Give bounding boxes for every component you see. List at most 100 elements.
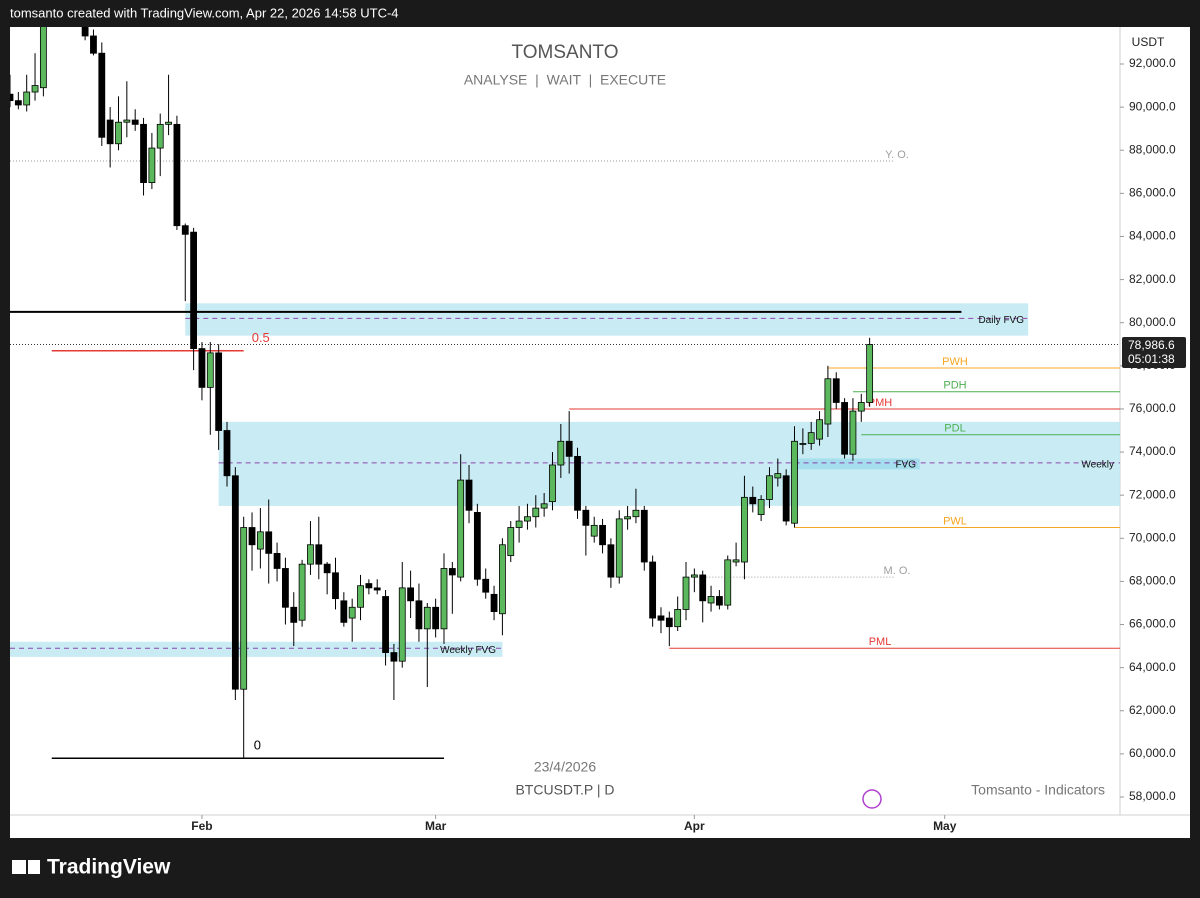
candle-body — [857, 402, 865, 412]
candle-body — [774, 473, 782, 479]
candle-body — [766, 475, 773, 500]
candle-body — [173, 123, 181, 227]
candle-body — [457, 479, 465, 578]
candle-body — [206, 352, 214, 388]
candle-body — [90, 35, 97, 54]
candle-body — [81, 27, 89, 37]
candle-body — [757, 499, 765, 515]
candle-body — [849, 410, 857, 455]
candle-body — [657, 615, 665, 621]
fib-label: 0 — [254, 738, 261, 753]
currency: USDT — [1132, 35, 1165, 49]
candle-body — [315, 544, 323, 565]
candle-body — [382, 596, 389, 653]
last-price: 78,986.6 — [1128, 338, 1175, 352]
candle-body — [215, 352, 223, 431]
y-tick-label: 62,000.0 — [1129, 703, 1176, 717]
candle-body — [348, 606, 356, 619]
indicator-icon[interactable] — [862, 789, 882, 809]
zone — [10, 641, 503, 657]
candle-body — [98, 52, 106, 138]
candle-body — [240, 527, 248, 690]
level-label: M. O. — [884, 565, 911, 577]
candle-body — [148, 147, 156, 183]
candle-body — [465, 479, 473, 511]
candle-body — [499, 544, 506, 615]
brand-logo — [12, 860, 40, 874]
y-tick-label: 90,000.0 — [1129, 99, 1176, 113]
candle-body — [741, 496, 748, 563]
candle-body — [824, 378, 832, 425]
candle-body — [198, 348, 206, 388]
axes: 58,000.0 60,000.0 62,000.0 64,000.0 66,000.0… — [191, 56, 1176, 833]
y-tick-label: 66,000.0 — [1129, 617, 1176, 631]
candle-body — [590, 524, 598, 537]
zone-label: Weekly — [1081, 459, 1114, 470]
candle-body — [407, 587, 415, 602]
zone-label: Daily FVG — [978, 315, 1024, 326]
candle-body — [807, 432, 815, 444]
y-tick-label: 88,000.0 — [1129, 142, 1176, 156]
zone — [794, 458, 920, 470]
candle-body — [690, 574, 698, 578]
x-tick-label: May — [933, 819, 957, 833]
candle-body — [515, 520, 523, 528]
candle-body — [290, 606, 298, 623]
candle-body — [106, 119, 114, 145]
candle-body — [724, 559, 732, 606]
candle-body — [624, 516, 631, 520]
candle-body — [140, 123, 147, 183]
candle-body — [607, 544, 615, 578]
plot: Daily FVG Weekly FVG Weekly FVG Y. O. PWH PDH P… — [10, 27, 1120, 759]
candle-body — [699, 574, 707, 602]
candle-body — [599, 524, 606, 546]
candle-body — [10, 93, 14, 102]
y-tick-label: 76,000.0 — [1129, 401, 1176, 415]
candle-body — [423, 606, 431, 630]
candle-body — [565, 440, 573, 457]
level-label: PDL — [944, 423, 965, 435]
candle-body — [223, 430, 231, 477]
candle-body — [665, 617, 673, 628]
level-label: PWL — [943, 515, 967, 527]
candle-body — [190, 231, 198, 349]
level-label: Y. O. — [885, 149, 909, 161]
zone — [185, 303, 1029, 336]
last-price-box — [1122, 337, 1186, 368]
candle-body — [440, 568, 448, 630]
candle-body — [415, 600, 423, 630]
candle-body — [507, 527, 515, 556]
candle-body — [482, 578, 490, 593]
candle-body — [524, 516, 531, 522]
candle-body — [323, 563, 331, 574]
candle-body — [632, 509, 640, 518]
candle-body — [490, 593, 498, 612]
candle-body — [365, 583, 373, 589]
header: tomsanto created with TradingView.com, A… — [10, 5, 399, 20]
y-tick-label: 72,000.0 — [1129, 487, 1176, 501]
candle-body — [390, 652, 398, 662]
candle-body — [832, 378, 840, 403]
symbol: BTCUSDT.P | D — [515, 782, 614, 798]
candle-body — [816, 419, 823, 440]
level-label: PMH — [868, 397, 893, 409]
indicator-name: Tomsanto - Indicators — [971, 782, 1105, 798]
x-tick-label: Mar — [425, 819, 447, 833]
y-tick-label: 58,000.0 — [1129, 789, 1176, 803]
candle-body — [674, 609, 682, 628]
candle-body — [332, 572, 339, 600]
x-tick-label: Apr — [684, 819, 705, 833]
y-tick-label: 74,000.0 — [1129, 444, 1176, 458]
candle-body — [532, 507, 540, 518]
candle-body — [248, 527, 256, 546]
candle-body — [799, 443, 807, 445]
candle-body — [31, 85, 39, 93]
candle-body — [357, 585, 364, 608]
candle-body — [649, 561, 657, 619]
level-label: PDH — [943, 380, 966, 392]
y-tick-label: 84,000.0 — [1129, 229, 1176, 243]
candle-body — [231, 475, 239, 690]
candle-body — [340, 600, 348, 623]
countdown: 05:01:38 — [1128, 352, 1175, 366]
